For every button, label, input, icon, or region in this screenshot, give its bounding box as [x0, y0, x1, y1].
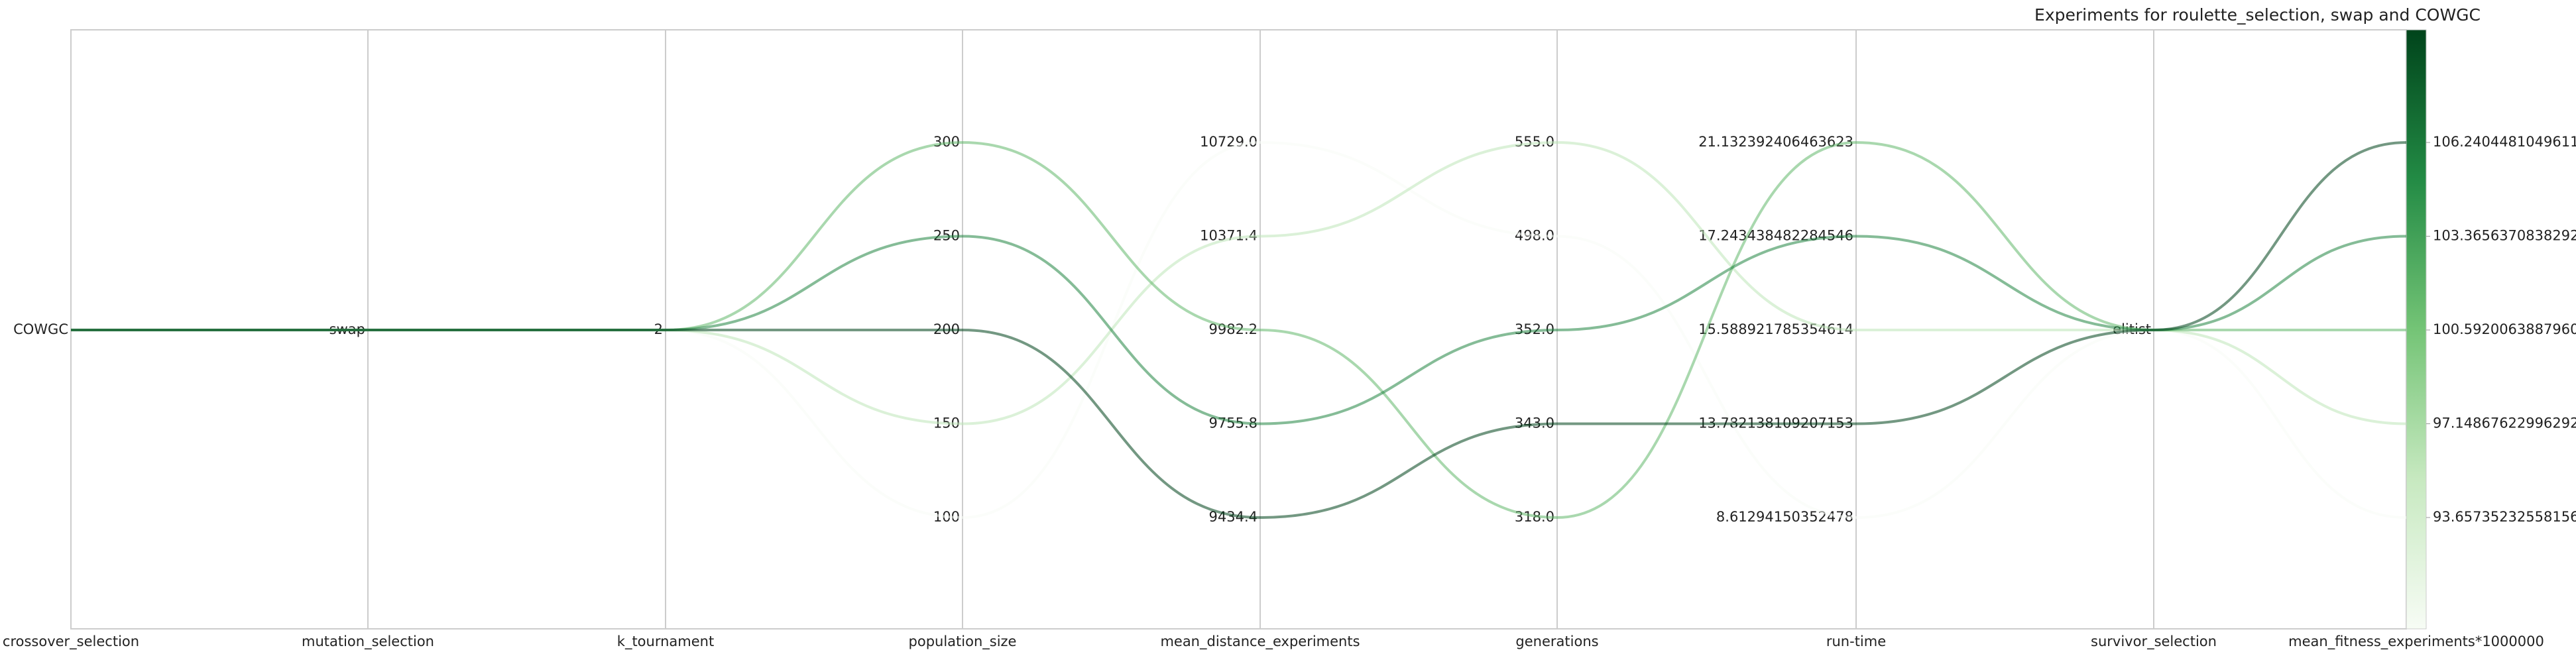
axis-label: crossover_selection [3, 633, 139, 650]
tick-label: 106.24044810496119 [2433, 134, 2576, 150]
tick-label: 93.65735232558156 [2433, 509, 2576, 525]
axis-label: mutation_selection [302, 633, 434, 650]
axis-label: k_tournament [617, 633, 714, 650]
series-line [71, 140, 2407, 425]
tick-label: 10729.0 [1200, 134, 1258, 150]
colorbar [2406, 29, 2427, 630]
axis-label: population_size [909, 633, 1017, 650]
tick-label: 103.36563708382921 [2433, 228, 2576, 244]
tick-label: 97.14867622996292 [2433, 415, 2576, 431]
axis-label: mean_fitness_experiments*1000000 [2288, 633, 2544, 650]
axis-label: mean_distance_experiments [1160, 633, 1360, 650]
axis-label: survivor_selection [2091, 633, 2217, 650]
tick-label: 15.588921785354614 [1698, 321, 1853, 337]
axis-label: run-time [1826, 633, 1886, 649]
tick-label: 100.59200638879608 [2433, 321, 2576, 337]
tick-label: 17.243438482284546 [1698, 228, 1853, 244]
axis-label: generations [1515, 633, 1598, 649]
chart-title: Experiments for roulette_selection, swap… [2034, 5, 2481, 25]
tick-label: COWGC [13, 321, 68, 337]
series-line [71, 141, 2407, 520]
tick-label: 8.61294150352478 [1716, 509, 1853, 525]
